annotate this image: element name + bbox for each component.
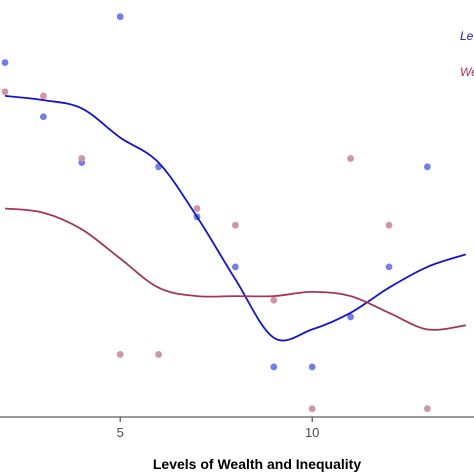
point-we-9 [347,155,354,162]
point-le-7 [270,363,278,371]
point-we-10 [385,221,393,229]
point-we-8 [308,405,316,413]
legend-entry-le: Le [460,29,474,43]
series-layer [1,13,467,413]
point-le-0 [1,59,9,66]
point-we-7 [270,296,278,304]
x-axis-title: Levels of Wealth and Inequality [153,456,361,472]
point-we-1 [40,92,47,100]
point-we-4 [155,351,163,358]
smooth-line-le [4,95,467,342]
legend: Le We [460,29,474,79]
point-we-3 [116,351,124,358]
point-le-10 [385,263,393,271]
point-le-3 [116,13,124,21]
legend-entry-we: We [460,65,474,79]
point-we-2 [78,155,86,162]
point-we-6 [232,221,239,229]
point-le-1 [40,113,47,121]
point-le-8 [308,363,316,371]
point-we-5 [193,205,201,212]
x-tick-label-10: 10 [305,425,319,440]
point-we-0 [1,88,9,96]
x-tick-label-5: 5 [117,425,124,440]
point-le-6 [232,263,239,271]
point-we-11 [424,405,431,413]
smooth-line-we [4,207,466,331]
x-tick-layer: 5 10 [117,417,319,440]
point-le-11 [424,163,431,171]
point-le-9 [347,313,354,321]
